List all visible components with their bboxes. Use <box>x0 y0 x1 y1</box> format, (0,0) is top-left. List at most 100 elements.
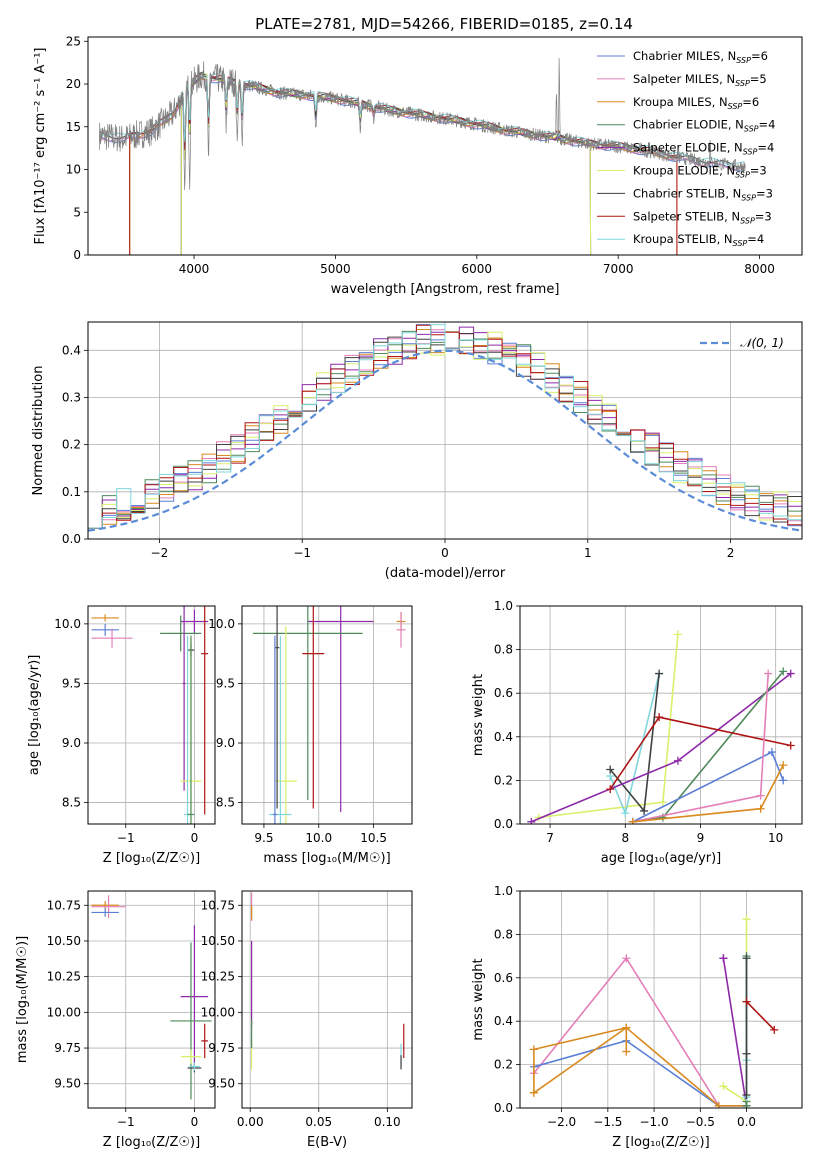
y-tick-label: 0.1 <box>62 485 81 499</box>
x-tick-label: 5000 <box>320 262 351 276</box>
x-tick-label: −2.0 <box>547 1115 576 1129</box>
weight-marker <box>658 798 667 807</box>
y-tick-label: 1.0 <box>494 884 513 898</box>
y-tick-label: 0.4 <box>62 343 81 357</box>
x-axis-label: age [log₁₀(age/yr)] <box>601 851 722 866</box>
weight-marker <box>786 741 795 750</box>
y-tick-label: 9.50 <box>208 1077 235 1091</box>
y-tick-label: 1.0 <box>494 599 513 613</box>
weight-marker <box>655 669 664 678</box>
figure-title: PLATE=2781, MJD=54266, FIBERID=0185, z=0… <box>255 15 633 33</box>
weight-marker <box>529 1088 538 1097</box>
x-axis-label: mass [log₁₀(M/M☉)] <box>263 851 390 866</box>
legend-text: Salpeter ELODIE, N <box>633 141 743 155</box>
x-tick-label: −1 <box>293 546 311 560</box>
histogram-step <box>88 324 802 529</box>
y-tick-label: 10.50 <box>47 934 81 948</box>
age_vs_z-chart: −1 0 8.5 9.0 9.5 10.0 Z [log₁₀(Z/Z☉)] age [log₁… <box>27 605 216 866</box>
weight-marker <box>770 1025 779 1034</box>
x-axis-label: wavelength [Angstrom, rest frame] <box>331 282 560 297</box>
y-tick-label: 0.4 <box>494 730 513 744</box>
weight-marker <box>742 1049 751 1058</box>
legend-label: Salpeter ELODIE, NSSP=4 <box>633 141 774 157</box>
x-tick-label: 2 <box>727 546 735 560</box>
y-tick-label: 0.8 <box>494 643 513 657</box>
observed-spectrum <box>98 57 746 190</box>
y-tick-label: 9.0 <box>62 736 81 750</box>
x-tick-label: 9 <box>697 831 705 845</box>
axes-frame <box>87 36 803 256</box>
y-tick-label: 10.75 <box>201 898 235 912</box>
legend-suffix: =6 <box>751 49 768 63</box>
y-tick-label: 9.75 <box>54 1041 81 1055</box>
weight_vs_z-plot-area <box>520 891 802 1108</box>
x-tick-label: −2 <box>151 546 169 560</box>
model-line <box>129 73 678 255</box>
y-tick-label: 10.0 <box>208 617 235 631</box>
weight-marker <box>719 954 728 963</box>
y-tick-label: 9.75 <box>208 1041 235 1055</box>
mass_vs_z-plot-area <box>88 891 215 1108</box>
weight-marker <box>673 630 682 639</box>
legend-label: Kroupa ELODIE, NSSP=3 <box>633 164 767 180</box>
legend-text: Kroupa MILES, N <box>633 95 728 109</box>
x-tick-label: −1.0 <box>639 1115 668 1129</box>
legend-label: Chabrier ELODIE, NSSP=4 <box>633 118 775 134</box>
weight_vs_age-chart: 7 8 9 10 0.0 0.2 0.4 0.6 0.8 1.0 age [log₁₀(age/yr… <box>471 599 803 866</box>
y-tick-label: 10.25 <box>47 970 81 984</box>
y-tick-label: 10.75 <box>47 898 81 912</box>
weight-marker <box>756 791 765 800</box>
legend-text: Chabrier ELODIE, N <box>633 118 744 132</box>
legend-subscript: SSP <box>735 171 750 180</box>
y-tick-label: 0.0 <box>494 1101 513 1115</box>
y-tick-label: 0.6 <box>494 686 513 700</box>
weight-marker <box>527 817 536 824</box>
weight-marker <box>764 669 773 678</box>
y-tick-label: 0.0 <box>494 817 513 831</box>
legend-text: Kroupa ELODIE, N <box>633 164 735 178</box>
age_vs_z-plot-area <box>88 606 215 824</box>
y-tick-label: 9.0 <box>216 736 235 750</box>
weight-line <box>745 1001 775 1031</box>
x-tick-label: 1 <box>584 546 592 560</box>
legend: 𝒩(0, 1) <box>700 336 784 350</box>
age_vs_mass-chart: 9.5 10.0 10.5 8.5 9.0 9.5 10.0 mass [log₁₀(M/M☉… <box>208 605 413 866</box>
y-tick-label: 0.3 <box>62 390 81 404</box>
model-line <box>129 77 678 255</box>
x-tick-label: −1.5 <box>593 1115 622 1129</box>
weight-marker <box>673 756 682 765</box>
x-tick-label: 0.00 <box>237 1115 264 1129</box>
x-tick-label: 9.5 <box>254 831 273 845</box>
legend-text: Salpeter STELIB, N <box>633 209 740 223</box>
legend-label: Chabrier STELIB, NSSP=3 <box>633 186 773 202</box>
x-tick-label: 0.05 <box>305 1115 332 1129</box>
x-tick-label: 4000 <box>179 262 210 276</box>
y-tick-label: 20 <box>66 77 81 91</box>
weight-line <box>722 958 748 1106</box>
weight-marker <box>622 1047 631 1056</box>
x-tick-label: 0 <box>191 1115 199 1129</box>
y-tick-label: 8.5 <box>216 796 235 810</box>
y-axis-label: mass weight <box>471 674 486 756</box>
weight-marker <box>756 804 765 813</box>
weight-marker <box>606 785 615 794</box>
weight-marker <box>621 809 630 818</box>
legend-suffix: =4 <box>757 141 774 155</box>
y-tick-label: 10.25 <box>201 970 235 984</box>
legend-suffix: =6 <box>742 95 759 109</box>
weight_vs_z-chart: −2.0 −1.5 −1.0 −0.5 0.0 0.0 0.2 0.4 0.6 0.8 1.0 Z [… <box>471 884 803 1150</box>
y-tick-label: 10.00 <box>47 1005 81 1019</box>
y-axis-label: mass [log₁₀(M/M☉)] <box>15 936 30 1063</box>
y-tick-label: 0 <box>73 248 81 262</box>
legend-subscript: SSP <box>743 148 758 157</box>
y-tick-label: 10.50 <box>201 934 235 948</box>
y-axis-label: age [log₁₀(age/yr)] <box>27 655 42 776</box>
y-tick-label: 0.6 <box>494 971 513 985</box>
legend-label: Kroupa MILES, NSSP=6 <box>633 95 759 111</box>
y-tick-label: 15 <box>66 120 81 134</box>
x-tick-label: 0.10 <box>374 1115 401 1129</box>
weight-marker <box>779 761 788 770</box>
weight-marker <box>655 713 664 722</box>
weight-line <box>609 673 660 813</box>
